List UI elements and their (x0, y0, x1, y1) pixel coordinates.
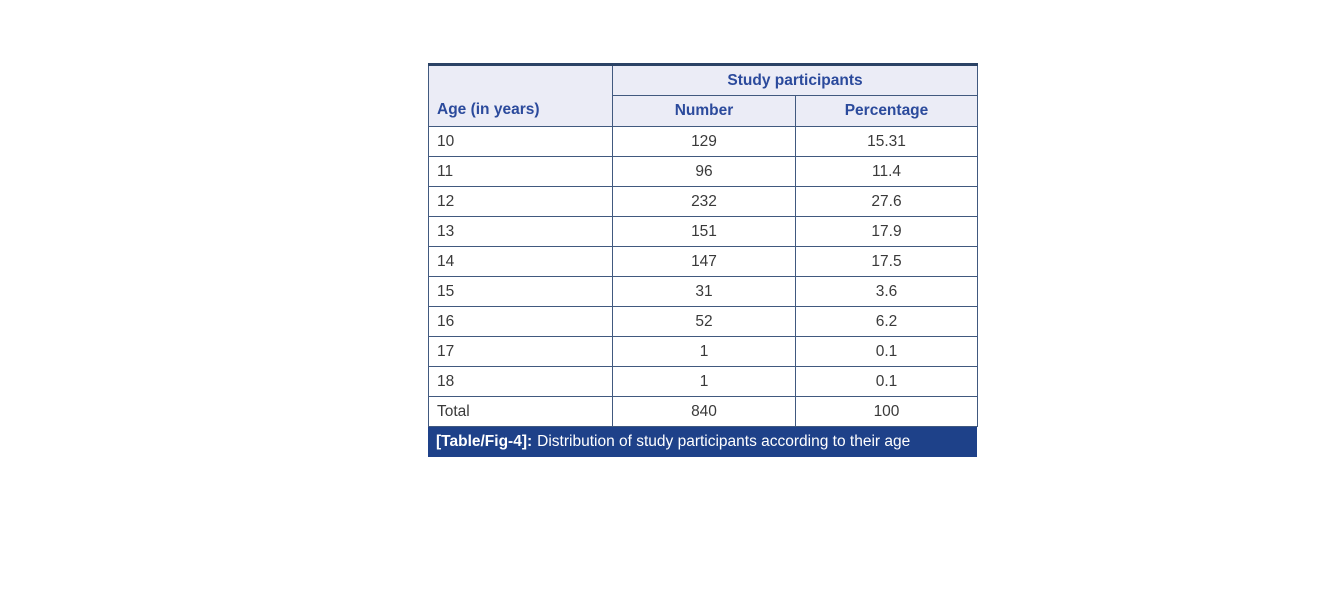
header-row-sub: Number Percentage (429, 95, 978, 127)
age-cell: 10 (428, 126, 613, 157)
table-row-age-13: 13 151 17.9 (428, 216, 978, 247)
table-row-age-10: 10 129 15.31 (428, 126, 978, 157)
number-cell: 151 (612, 216, 796, 247)
number-cell: 1 (612, 366, 796, 397)
number-cell: 129 (612, 126, 796, 157)
table-row-age-15: 15 31 3.6 (428, 276, 978, 307)
number-cell: 31 (612, 276, 796, 307)
table-row-age-16: 16 52 6.2 (428, 306, 978, 337)
participants-table: Age (in years) Study participants Number… (428, 63, 978, 427)
age-cell: 12 (428, 186, 613, 217)
age-cell: 14 (428, 246, 613, 277)
caption-label: [Table/Fig-4]: (436, 433, 533, 450)
col-header-number: Number (612, 95, 796, 127)
percentage-cell: 17.9 (795, 216, 978, 247)
percentage-cell: 3.6 (795, 276, 978, 307)
percentage-cell: 15.31 (795, 126, 978, 157)
number-cell: 96 (612, 156, 796, 187)
table-caption: [Table/Fig-4]: Distribution of study par… (428, 427, 977, 457)
number-cell: 1 (612, 336, 796, 367)
total-label-cell: Total (428, 396, 613, 427)
age-cell: 11 (428, 156, 613, 187)
number-cell: 147 (612, 246, 796, 277)
percentage-cell: 11.4 (795, 156, 978, 187)
age-cell: 15 (428, 276, 613, 307)
age-cell: 18 (428, 366, 613, 397)
percentage-cell: 17.5 (795, 246, 978, 277)
total-number-cell: 840 (612, 396, 796, 427)
age-cell: 13 (428, 216, 613, 247)
table-row-age-14: 14 147 17.5 (428, 246, 978, 277)
percentage-cell: 6.2 (795, 306, 978, 337)
number-cell: 232 (612, 186, 796, 217)
col-header-percentage: Percentage (795, 95, 978, 127)
number-cell: 52 (612, 306, 796, 337)
header-row-group: Age (in years) Study participants (428, 64, 978, 127)
age-cell: 17 (428, 336, 613, 367)
table-figure: Age (in years) Study participants Number… (428, 63, 978, 457)
percentage-cell: 27.6 (795, 186, 978, 217)
table-row-age-12: 12 232 27.6 (428, 186, 978, 217)
table-row-age-11: 11 96 11.4 (428, 156, 978, 187)
col-header-age: Age (in years) (428, 64, 613, 127)
table-row-age-18: 18 1 0.1 (428, 366, 978, 397)
col-group-header-study-participants: Study participants (612, 64, 978, 96)
total-percentage-cell: 100 (795, 396, 978, 427)
percentage-cell: 0.1 (795, 366, 978, 397)
table-row-total: Total 840 100 (428, 396, 978, 427)
percentage-cell: 0.1 (795, 336, 978, 367)
caption-text: Distribution of study participants accor… (537, 433, 911, 450)
age-cell: 16 (428, 306, 613, 337)
table-row-age-17: 17 1 0.1 (428, 336, 978, 367)
